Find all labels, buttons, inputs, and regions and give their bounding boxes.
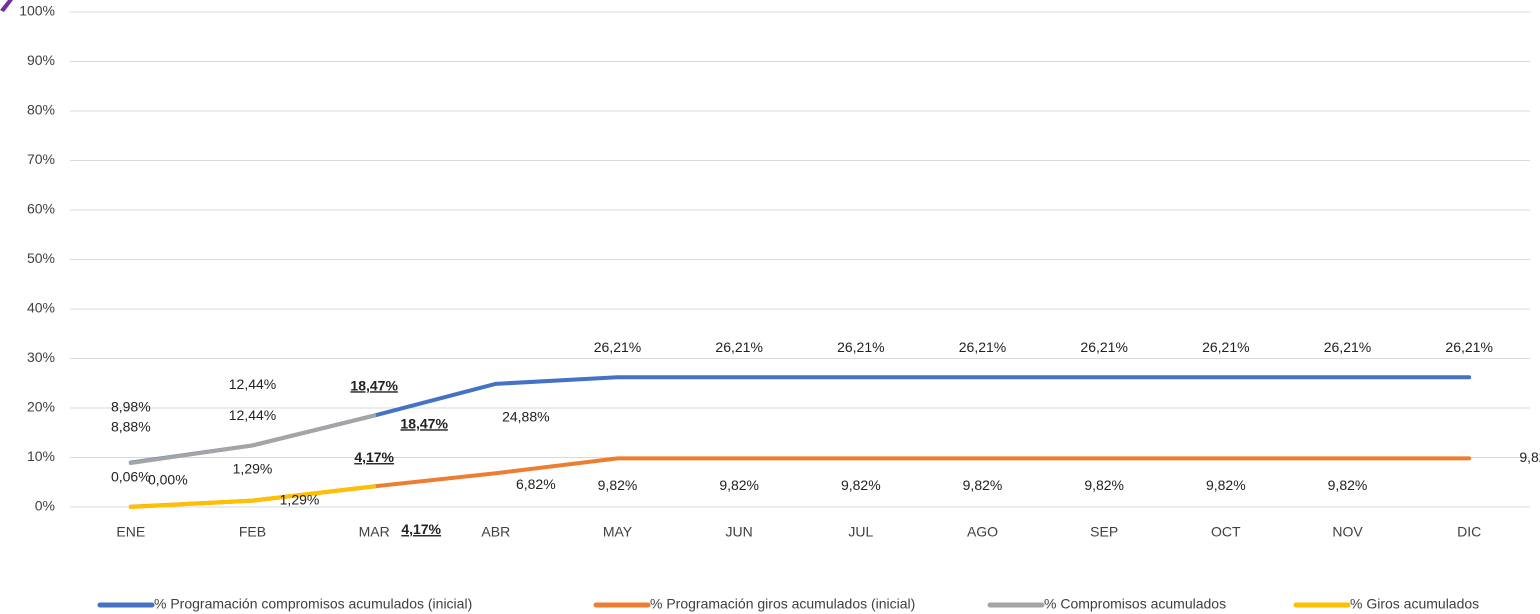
y-tick-label: 0%	[35, 498, 55, 514]
y-tick-label: 30%	[27, 349, 55, 365]
data-label: 12,44%	[229, 407, 276, 423]
x-tick-label: ENE	[116, 524, 145, 540]
x-tick-label: FEB	[239, 524, 266, 540]
x-tick-label: AGO	[967, 524, 998, 540]
data-label: 1,29%	[280, 491, 320, 507]
data-label: 4,17%	[354, 449, 394, 465]
y-tick-label: 90%	[27, 52, 55, 68]
legend-label: % Programación giros acumulados (inicial…	[650, 596, 915, 612]
data-label: 9,82%	[1206, 477, 1246, 493]
series-line	[128, 456, 1472, 509]
data-label: 0,06%	[111, 468, 151, 484]
x-tick-label: JUL	[848, 524, 873, 540]
legend-label: % Giros acumulados	[1350, 596, 1479, 612]
x-tick-label: SEP	[1090, 524, 1118, 540]
y-tick-label: 100%	[19, 3, 55, 19]
x-tick-label: NOV	[1332, 524, 1363, 540]
data-label: 8,88%	[111, 419, 151, 435]
x-tick-label: OCT	[1211, 524, 1241, 540]
y-tick-label: 20%	[27, 399, 55, 415]
data-label: 26,21%	[1080, 339, 1127, 355]
data-label: 26,21%	[1445, 339, 1492, 355]
data-label: 9,82%	[598, 477, 638, 493]
x-tick-label: DIC	[1457, 524, 1481, 540]
data-label: 8,98%	[111, 398, 151, 414]
data-label: 9,82%	[841, 477, 881, 493]
x-tick-label: MAR	[359, 524, 390, 540]
data-label: 9,82%	[1519, 449, 1540, 465]
data-label: 26,21%	[715, 339, 762, 355]
data-label: 9,82%	[1328, 477, 1368, 493]
data-label: 18,47%	[400, 415, 448, 431]
data-label: 26,21%	[594, 339, 641, 355]
y-tick-label: 60%	[27, 201, 55, 217]
y-tick-label: 10%	[27, 448, 55, 464]
data-label: 9,82%	[963, 477, 1003, 493]
data-label: 26,21%	[1202, 339, 1249, 355]
data-label: 26,21%	[837, 339, 884, 355]
series-line	[128, 375, 1472, 465]
y-tick-label: 50%	[27, 250, 55, 266]
data-label: 1,29%	[233, 460, 273, 476]
data-label: 12,44%	[229, 376, 276, 392]
data-label: 9,82%	[1084, 477, 1124, 493]
data-label: 0,00%	[148, 472, 188, 488]
x-tick-label: MAY	[603, 524, 633, 540]
data-label: 26,21%	[959, 339, 1006, 355]
y-tick-label: 80%	[27, 102, 55, 118]
x-tick-label: ABR	[481, 524, 510, 540]
data-label: 24,88%	[502, 409, 549, 425]
series-line	[128, 413, 377, 466]
series-line	[128, 484, 377, 509]
decoration	[0, 0, 13, 12]
data-label: 4,17%	[401, 521, 441, 537]
x-tick-label: JUN	[726, 524, 753, 540]
data-label: 9,82%	[719, 477, 759, 493]
data-label: 18,47%	[350, 377, 398, 393]
legend-label: % Compromisos acumulados	[1044, 596, 1226, 612]
data-label: 26,21%	[1324, 339, 1371, 355]
data-label: 6,82%	[516, 476, 556, 492]
legend-label: % Programación compromisos acumulados (i…	[154, 596, 472, 612]
y-tick-label: 70%	[27, 151, 55, 167]
y-tick-label: 40%	[27, 300, 55, 316]
